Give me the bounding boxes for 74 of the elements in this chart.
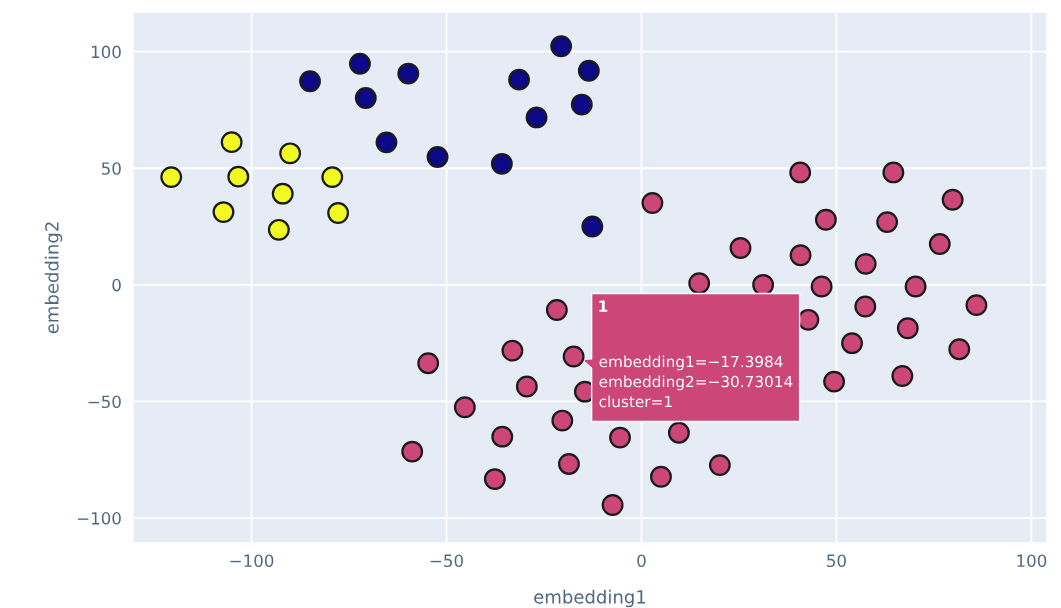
point (550, 35, 573, 58)
point (941, 188, 964, 211)
x-tick-label: 50 (827, 554, 846, 568)
point (327, 202, 350, 224)
point (896, 317, 919, 340)
y-tick-label: −50 (88, 395, 121, 409)
point (491, 425, 514, 448)
annotation: embedding1=−17.3984 embedding2=−30.73014 cluster=1 (599, 355, 793, 408)
point (570, 93, 593, 116)
point (891, 365, 914, 387)
point (814, 208, 837, 231)
point (854, 252, 877, 275)
y-axis-title: embedding2 (44, 222, 63, 334)
point (609, 426, 631, 449)
point (453, 396, 476, 419)
y-tick-label: 0 (112, 278, 121, 292)
point (279, 142, 302, 165)
point (841, 332, 863, 355)
point (965, 294, 988, 317)
point (562, 345, 585, 368)
point (501, 339, 524, 362)
point (789, 244, 812, 267)
point (227, 165, 250, 188)
point (375, 131, 398, 154)
point (729, 237, 752, 259)
point (483, 468, 506, 491)
point (789, 161, 812, 184)
point (354, 87, 377, 109)
point (220, 131, 243, 154)
point (545, 299, 568, 321)
x-tick-label: 100 (1017, 554, 1047, 568)
point (601, 494, 624, 516)
point (854, 295, 877, 318)
x-tick-label: −100 (230, 554, 274, 568)
point (810, 275, 833, 298)
y-tick-label: −100 (77, 512, 121, 525)
point (928, 233, 951, 255)
point (577, 59, 600, 82)
point (551, 409, 574, 432)
annotation: 1 (599, 300, 608, 312)
point (212, 201, 235, 224)
point (581, 215, 604, 238)
point (417, 352, 440, 375)
point (650, 465, 672, 488)
point (321, 166, 344, 189)
point (490, 152, 513, 175)
point (515, 375, 538, 398)
point (397, 62, 420, 85)
point (823, 370, 846, 393)
point (797, 308, 820, 331)
point (271, 182, 294, 205)
point (299, 70, 321, 93)
y-tick-label: 100 (91, 45, 121, 59)
point (688, 272, 711, 295)
point (525, 106, 548, 129)
point (401, 440, 424, 463)
point (508, 68, 530, 91)
point (641, 192, 664, 214)
x-tick-label: −50 (430, 554, 463, 568)
point (948, 338, 971, 361)
point (708, 454, 731, 477)
point (752, 273, 775, 296)
point (160, 166, 183, 189)
point (558, 453, 580, 475)
x-tick-label: 0 (637, 554, 646, 568)
point (267, 218, 290, 241)
point (904, 275, 927, 298)
point (882, 161, 905, 184)
point (426, 146, 449, 168)
point (349, 52, 371, 75)
x-axis-title: embedding1 (534, 589, 646, 608)
point (667, 421, 690, 444)
y-tick-label: 50 (101, 162, 121, 175)
point (876, 211, 899, 234)
